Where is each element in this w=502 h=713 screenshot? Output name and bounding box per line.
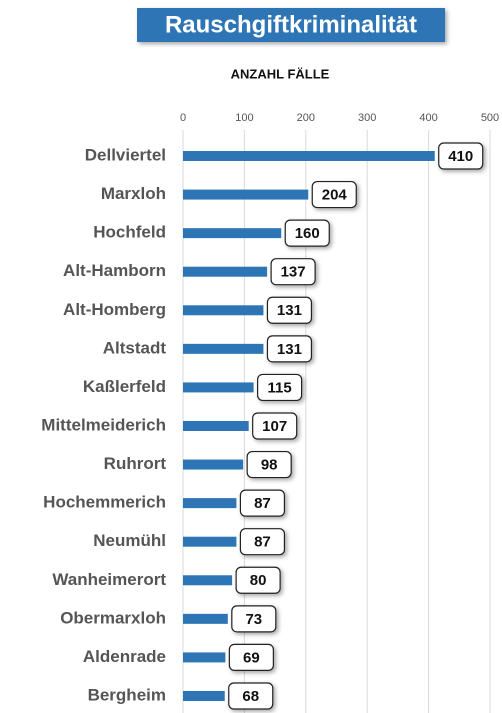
bar: [183, 575, 233, 586]
value-label: 80: [250, 572, 267, 589]
y-tick-label: Altstadt: [103, 338, 167, 357]
value-label-box: [246, 450, 292, 479]
bar: [183, 498, 237, 509]
y-tick-label: Mittelmeiderich: [41, 415, 166, 434]
value-label: 73: [245, 611, 262, 628]
bar: [183, 151, 435, 161]
value-label: 204: [322, 187, 348, 204]
value-label: 87: [254, 495, 271, 512]
x-tick-label: 200: [297, 112, 315, 124]
value-label-box: [239, 528, 286, 556]
bar: [183, 228, 282, 239]
bar: [183, 343, 264, 354]
value-label-box: [266, 335, 313, 363]
value-label: 160: [295, 225, 320, 242]
value-label: 131: [277, 302, 302, 319]
value-label-box: [228, 643, 274, 672]
y-tick-label: Alt-Hamborn: [63, 261, 166, 280]
bar: [183, 189, 309, 200]
value-label: 98: [261, 457, 278, 474]
value-label-box: [266, 296, 313, 324]
value-label: 69: [243, 649, 260, 666]
bar: [183, 613, 228, 624]
y-tick-label: Hochemmerich: [43, 493, 166, 512]
value-label-box: [311, 180, 357, 209]
value-label-box: [228, 682, 274, 710]
bar: [183, 420, 249, 431]
y-tick-label: Ruhrort: [104, 454, 167, 473]
value-label-box: [231, 605, 277, 633]
y-tick-label: Aldenrade: [83, 647, 166, 666]
value-label-box: [252, 412, 298, 440]
bar: [183, 652, 226, 663]
value-label: 131: [277, 341, 302, 358]
x-tick-label: 400: [419, 112, 437, 124]
bar: [183, 459, 244, 470]
value-label: 87: [254, 534, 271, 551]
bar: [183, 690, 225, 701]
value-label-box: [270, 258, 316, 286]
value-label-box: [284, 219, 330, 247]
x-tick-label: 300: [358, 112, 376, 124]
y-tick-label: Bergheim: [88, 685, 166, 704]
value-label: 68: [242, 688, 259, 705]
value-label: 410: [448, 148, 473, 165]
value-label-box: [239, 489, 286, 517]
chart-title: Rauschgiftkriminalität: [165, 11, 417, 38]
value-label-box: [257, 373, 303, 402]
y-tick-label: Hochfeld: [93, 223, 166, 242]
value-label: 115: [268, 379, 292, 396]
chart-subtitle: ANZAHL FÄLLE: [231, 66, 330, 81]
value-label: 137: [281, 264, 306, 281]
bar: [183, 382, 254, 393]
y-tick-label: Dellviertel: [85, 145, 166, 164]
y-tick-label: Obermarxloh: [60, 608, 166, 627]
value-label-box: [235, 566, 281, 594]
y-tick-label: Marxloh: [101, 184, 166, 203]
bar: [183, 266, 268, 277]
x-tick-label: 500: [481, 112, 499, 124]
y-tick-label: Neumühl: [93, 531, 166, 550]
y-tick-label: Kaßlerfeld: [83, 377, 166, 396]
value-label-box: [438, 142, 484, 170]
title-box: [137, 8, 445, 42]
value-label: 107: [262, 418, 287, 435]
x-tick-label: 0: [180, 112, 186, 124]
y-tick-label: Wanheimerort: [52, 570, 166, 589]
x-tick-label: 100: [235, 112, 253, 124]
bar: [183, 305, 264, 316]
bar: [183, 536, 237, 547]
y-tick-label: Alt-Homberg: [63, 300, 166, 319]
